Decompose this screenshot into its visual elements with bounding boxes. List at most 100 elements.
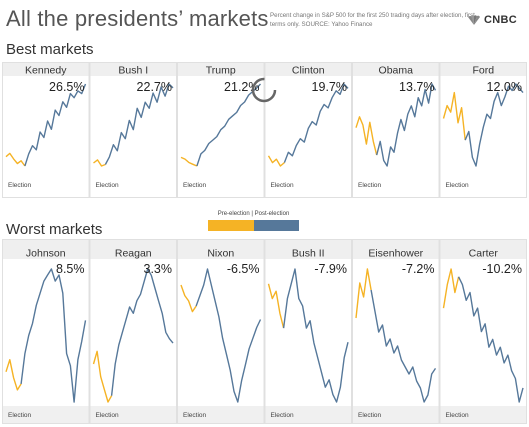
panel-bush-i: Bush I 22.7% Election [89, 62, 177, 198]
panel-name-reagan: Reagan [115, 248, 152, 260]
panel-footer-bg [89, 406, 177, 424]
data-label-kennedy: 26.5% [49, 80, 84, 94]
panel-frame [177, 239, 265, 424]
panel-ford: Ford 12.0% Election [439, 62, 527, 198]
data-label-ford: 12.0% [487, 80, 522, 94]
panel-eisenhower: Eisenhower -7.2% Election [352, 239, 440, 424]
panel-header-bg [352, 239, 440, 259]
election-label-nixon: Election [183, 412, 207, 419]
series-post-election-reagan [110, 268, 174, 396]
series-post-election-eisenhower [370, 289, 437, 403]
data-label-eisenhower: -7.2% [402, 262, 435, 276]
section-title-worst: Worst markets [6, 221, 103, 238]
panel-name-carter: Carter [469, 248, 499, 260]
loading-spinner-icon [251, 77, 277, 103]
series-post-election-obama [376, 83, 437, 167]
series-pre-election-bush-ii [267, 283, 285, 329]
panel-clinton: Clinton 19.7% Election [264, 62, 352, 198]
panel-frame [439, 239, 527, 424]
legend: Pre-election | Post-election [208, 211, 299, 231]
panel-trump: Trump 21.2% Election [177, 62, 265, 198]
panel-frame [89, 239, 177, 424]
panel-kennedy: Kennedy 26.5% Election [2, 62, 90, 198]
panel-header-bg [2, 239, 90, 259]
panel-header-bg [89, 62, 177, 76]
election-label-ford: Election [446, 182, 470, 189]
election-label-carter: Election [446, 412, 470, 419]
legend-swatch-post [254, 220, 299, 231]
series-post-election-ford [464, 83, 524, 167]
election-label-obama: Election [358, 182, 382, 189]
panel-name-ford: Ford [472, 65, 494, 77]
data-label-reagan: 3.3% [144, 262, 173, 276]
panel-obama: Obama 13.7% Election [352, 62, 440, 198]
panel-name-nixon: Nixon [207, 248, 234, 260]
panel-header-bg [89, 239, 177, 259]
panel-reagan: Reagan 3.3% Election [89, 239, 177, 424]
panel-frame [177, 62, 265, 198]
panel-nixon: Nixon -6.5% Election [177, 239, 265, 424]
panel-header-bg [264, 62, 352, 76]
logo-text: CNBC [484, 14, 517, 26]
series-pre-election-ford [442, 91, 466, 141]
panel-header-bg [439, 62, 527, 76]
election-label-johnson: Election [8, 412, 32, 419]
data-label-clinton: 19.7% [312, 80, 347, 94]
series-post-election-carter [457, 276, 524, 403]
chart-subtitle: Percent change in S&P 500 for the first … [270, 12, 475, 28]
panel-name-trump: Trump [206, 65, 236, 77]
panel-footer-bg [177, 406, 265, 424]
panel-header-bg [439, 239, 527, 259]
panel-frame [2, 239, 90, 424]
series-pre-election-nixon [180, 284, 197, 313]
election-label-bush-i: Election [96, 182, 120, 189]
series-pre-election-trump [180, 156, 198, 167]
panel-header-bg [352, 62, 440, 76]
panel-frame [89, 62, 177, 198]
data-label-obama: 13.7% [399, 80, 434, 94]
series-pre-election-carter [442, 268, 460, 309]
panel-name-bush-ii: Bush II [292, 248, 325, 260]
series-post-election-kennedy [24, 83, 87, 167]
cnbc-logo: CNBC [467, 12, 517, 28]
election-label-reagan: Election [96, 412, 120, 419]
series-pre-election-obama [355, 116, 378, 156]
legend-label: Pre-election | Post-election [217, 211, 290, 217]
election-label-eisenhower: Election [358, 412, 382, 419]
series-post-election-nixon [195, 268, 262, 403]
election-label-trump: Election [183, 182, 207, 189]
panel-frame [352, 239, 440, 424]
data-label-bush-ii: -7.9% [314, 262, 347, 276]
panel-frame [264, 239, 352, 424]
panel-header-bg [2, 62, 90, 76]
panel-footer-bg [264, 406, 352, 424]
series-pre-election-johnson [5, 358, 22, 391]
election-label-kennedy: Election [8, 182, 32, 189]
panel-name-kennedy: Kennedy [25, 65, 67, 77]
data-label-carter: -10.2% [482, 262, 522, 276]
panel-header-bg [177, 239, 265, 259]
series-post-election-bush-ii [282, 268, 349, 403]
series-post-election-clinton [283, 83, 349, 163]
panel-frame [2, 62, 90, 198]
panel-name-obama: Obama [379, 65, 414, 77]
series-pre-election-kennedy [5, 152, 26, 167]
panel-carter: Carter -10.2% Election [439, 239, 527, 424]
series-pre-election-reagan [92, 350, 113, 403]
data-label-trump: 21.2% [224, 80, 259, 94]
panel-name-eisenhower: Eisenhower [368, 248, 423, 260]
panel-header-bg [264, 239, 352, 259]
legend-bar [208, 220, 299, 231]
series-post-election-trump [196, 83, 262, 167]
data-label-bush-i: 22.7% [137, 80, 172, 94]
panel-name-bush-i: Bush I [118, 65, 148, 77]
data-label-nixon: -6.5% [227, 262, 260, 276]
series-post-election-johnson [20, 268, 87, 403]
panel-name-clinton: Clinton [292, 65, 325, 77]
election-label-bush-ii: Election [271, 412, 295, 419]
panel-frame [439, 62, 527, 198]
election-label-clinton: Election [271, 182, 295, 189]
worst-markets-chart: Johnson8.5%ElectionReagan3.3%ElectionNix… [2, 239, 527, 424]
panel-name-johnson: Johnson [26, 248, 66, 260]
